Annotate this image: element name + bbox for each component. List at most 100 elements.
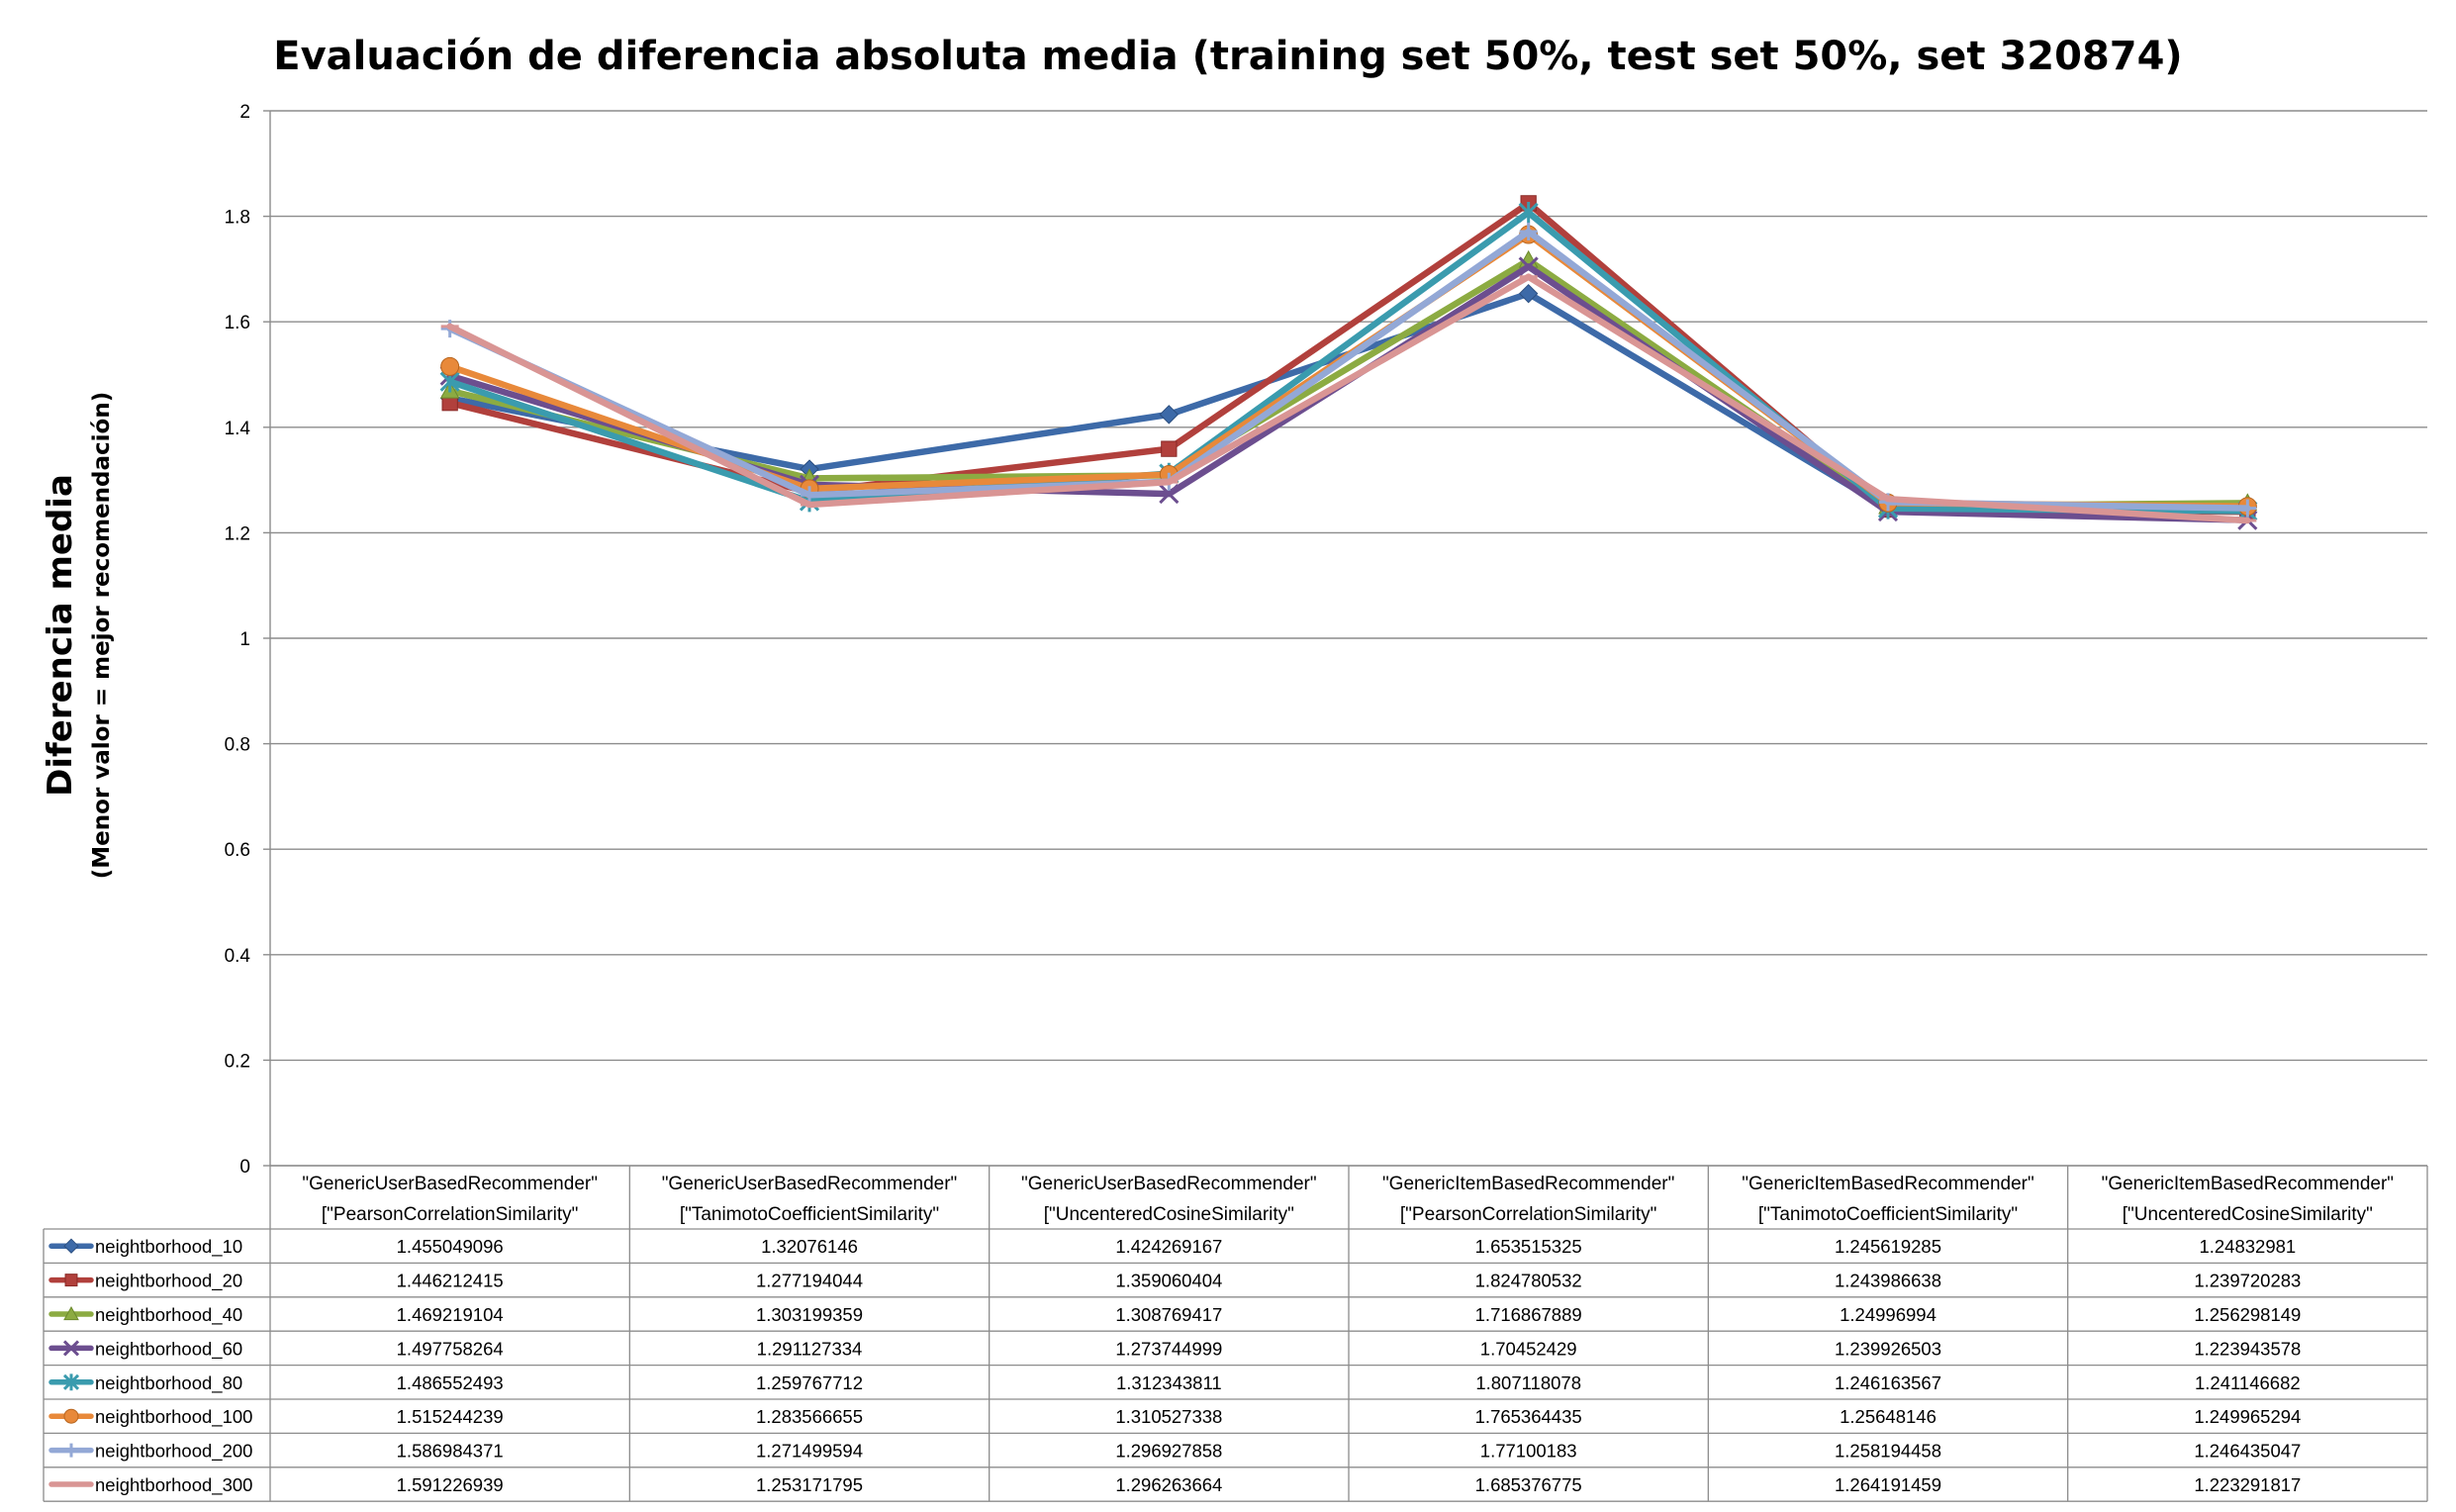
table-cell: 1.824780532 — [1475, 1271, 1582, 1291]
category-label-line1: "GenericItemBasedRecommender" — [2102, 1174, 2394, 1194]
table-cell: 1.24996994 — [1840, 1304, 1936, 1325]
table-row: neightborhood_80 1.486552493 1.259767712 1.… — [48, 1372, 2301, 1394]
table-cell: 1.296927858 — [1115, 1441, 1222, 1462]
category-label-line2: ["TanimotoCoefficientSimilarity" — [1758, 1204, 2018, 1225]
table-cell: 1.515244239 — [397, 1406, 504, 1427]
marker-plus — [1519, 223, 1538, 241]
table-cell: 1.312343811 — [1116, 1372, 1222, 1393]
table-cell: 1.296263664 — [1115, 1474, 1222, 1495]
table-cell: 1.424269167 — [1115, 1236, 1222, 1257]
table-cell: 1.455049096 — [397, 1236, 504, 1257]
table-cell: 1.264191459 — [1835, 1474, 1941, 1495]
y-tick-label: 1.8 — [225, 208, 250, 229]
y-tick-label: 1.6 — [225, 313, 250, 333]
chart-title: Evaluación de diferencia absoluta media … — [273, 34, 2182, 79]
category-label-line1: "GenericUserBasedRecommender" — [1021, 1174, 1317, 1194]
table-cell: 1.273744999 — [1115, 1338, 1222, 1359]
table-row: neightborhood_300 1.591226939 1.253171795 1… — [48, 1474, 2301, 1496]
table-cell: 1.70452429 — [1480, 1338, 1577, 1359]
category-label-line2: ["UncenteredCosineSimilarity" — [2123, 1204, 2373, 1225]
table-cell: 1.256298149 — [2194, 1304, 2301, 1325]
table-cell: 1.239926503 — [1835, 1338, 1941, 1359]
marker-star — [1518, 202, 1539, 224]
table-row: neightborhood_10 1.455049096 1.32076146 1.4… — [48, 1236, 2296, 1258]
marker-diamond — [63, 1238, 79, 1254]
table-cell: 1.497758264 — [397, 1338, 504, 1359]
y-tick-label: 1.2 — [225, 523, 250, 544]
category-label-line1: "GenericItemBasedRecommender" — [1742, 1174, 2033, 1194]
legend-label: neightborhood_20 — [95, 1271, 242, 1292]
table-cell: 1.303199359 — [756, 1304, 863, 1325]
marker-x — [62, 1340, 80, 1357]
marker-star — [62, 1373, 80, 1391]
y-tick-label: 0.8 — [225, 735, 250, 756]
table-row: neightborhood_200 1.586984371 1.271499594 1… — [48, 1441, 2301, 1463]
table-cell: 1.310527338 — [1115, 1406, 1222, 1427]
series-neightborhood_60 — [439, 256, 2258, 530]
legend-label: neightborhood_300 — [95, 1474, 252, 1496]
table-cell: 1.807118078 — [1475, 1372, 1581, 1393]
y-tick-label: 2 — [239, 102, 250, 123]
category-label-line2: ["PearsonCorrelationSimilarity" — [1400, 1204, 1657, 1225]
table-cell: 1.446212415 — [397, 1271, 504, 1291]
category-label-line1: "GenericUserBasedRecommender" — [302, 1174, 598, 1194]
marker-plus — [2238, 499, 2257, 518]
y-axis-ticks: 0 0.2 0.4 0.6 0.8 1 1.2 1.4 1.6 1.8 2 — [225, 102, 251, 1178]
marker-circle — [63, 1408, 79, 1424]
table-cell: 1.243986638 — [1835, 1271, 1941, 1291]
series-line — [446, 263, 2251, 523]
category-label-line2: ["PearsonCorrelationSimilarity" — [322, 1204, 579, 1225]
marker-x — [1159, 484, 1180, 505]
table-cell: 1.653515325 — [1475, 1236, 1582, 1257]
y-tick-label: 1 — [239, 629, 250, 650]
y-tick-label: 0.6 — [225, 840, 250, 861]
category-label-line1: "GenericUserBasedRecommender" — [662, 1174, 958, 1194]
legend-label: neightborhood_100 — [95, 1406, 252, 1428]
table-cell: 1.245619285 — [1835, 1236, 1941, 1257]
table-row: neightborhood_20 1.446212415 1.277194044 1.… — [48, 1271, 2301, 1292]
data-table: "GenericUserBasedRecommender" ["PearsonCo… — [43, 1165, 2428, 1502]
table-cell: 1.359060404 — [1115, 1271, 1222, 1291]
table-cell: 1.259767712 — [756, 1372, 863, 1393]
marker-diamond — [1518, 283, 1539, 304]
table-cell: 1.258194458 — [1835, 1441, 1941, 1462]
y-tick-label: 0.2 — [225, 1051, 250, 1072]
table-cell: 1.249965294 — [2194, 1406, 2301, 1427]
table-cell: 1.25648146 — [1840, 1406, 1936, 1427]
table-row: neightborhood_40 1.469219104 1.303199359 1.… — [48, 1304, 2301, 1326]
marker-x — [1518, 256, 1539, 277]
series-neightborhood_10 — [439, 283, 2258, 519]
y-axis-label: Diferencia media — [41, 474, 80, 797]
series-lines — [439, 195, 2258, 530]
table-cell: 1.283566655 — [756, 1406, 863, 1427]
series-line — [446, 273, 2251, 524]
y-axis-sublabel: (Menor valor = mejor recomendación) — [89, 392, 115, 879]
table-cell: 1.223943578 — [2194, 1338, 2301, 1359]
table-cell: 1.24832981 — [2199, 1236, 2296, 1257]
legend-label: neightborhood_10 — [95, 1236, 242, 1258]
legend-label: neightborhood_60 — [95, 1338, 242, 1360]
marker-diamond — [1159, 405, 1180, 425]
marker-square — [64, 1274, 78, 1287]
marker-plus — [64, 1443, 78, 1458]
category-label-line2: ["UncenteredCosineSimilarity" — [1044, 1204, 1294, 1225]
table-cell: 1.241146682 — [2195, 1372, 2301, 1393]
table-cell: 1.239720283 — [2194, 1271, 2301, 1291]
y-tick-label: 1.4 — [225, 419, 251, 439]
table-cell: 1.469219104 — [397, 1304, 504, 1325]
table-cell: 1.591226939 — [397, 1474, 504, 1495]
series-line — [446, 209, 2251, 515]
table-cell: 1.765364435 — [1475, 1406, 1582, 1427]
marker-square — [1161, 440, 1178, 457]
table-cell: 1.685376775 — [1475, 1474, 1582, 1495]
gridlines — [263, 110, 2427, 1167]
marker-plus — [801, 486, 818, 505]
table-cell: 1.32076146 — [761, 1236, 858, 1257]
table-cell: 1.223291817 — [2194, 1474, 2301, 1495]
table-cell: 1.291127334 — [757, 1338, 863, 1359]
y-tick-label: 0 — [239, 1157, 250, 1178]
legend-label: neightborhood_40 — [95, 1304, 242, 1326]
table-cell: 1.716867889 — [1475, 1304, 1582, 1325]
marker-triangle — [63, 1305, 79, 1321]
